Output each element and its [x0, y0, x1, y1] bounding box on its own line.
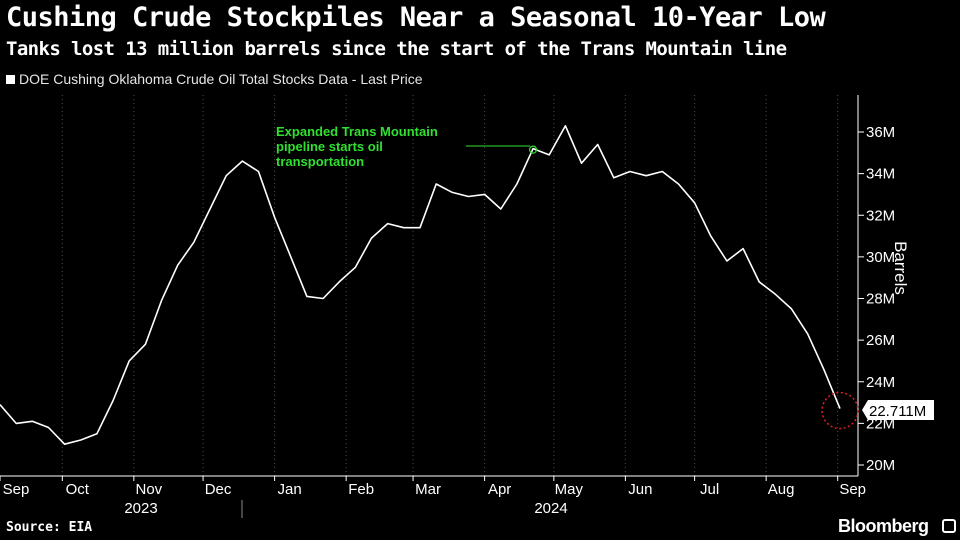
legend-swatch [6, 75, 15, 84]
source-note: Source: EIA [6, 520, 93, 535]
x-tick-label: Sep [839, 481, 866, 498]
x-tick-label: May [555, 481, 584, 498]
last-value-label: 22.711M [862, 400, 934, 420]
legend: DOE Cushing Oklahoma Crude Oil Total Sto… [6, 71, 423, 87]
y-tick-label: 30M [866, 249, 895, 266]
legend-label: DOE Cushing Oklahoma Crude Oil Total Sto… [19, 71, 423, 87]
x-tick-label: Dec [205, 481, 232, 498]
y-tick-label: 32M [866, 207, 895, 224]
y-tick-label: 36M [866, 124, 895, 141]
y-tick-label: 20M [866, 457, 895, 474]
x-tick-label: Jan [278, 481, 302, 498]
bloomberg-logo: Bloomberg [838, 516, 929, 536]
x-tick-label: Nov [136, 481, 163, 498]
annotation-text-line: Expanded Trans Mountain [276, 124, 438, 139]
annotation-text-line: pipeline starts oil [276, 139, 383, 154]
gridlines [61, 95, 839, 476]
bloomberg-logo-icon [942, 519, 956, 533]
x-tick-label: Oct [66, 481, 90, 498]
x-tick-label: Jul [700, 481, 719, 498]
last-value-highlight-circle [821, 391, 859, 430]
x-tick-label: Sep [3, 481, 30, 498]
annotation-point-marker [528, 145, 538, 154]
x-tick-label: Mar [415, 481, 441, 498]
year-label: 2023 [124, 500, 157, 517]
year-label: 2024 [534, 500, 567, 517]
y-tick-label: 28M [866, 291, 895, 308]
series-line [0, 125, 841, 445]
y-tick-label: 34M [866, 166, 895, 183]
x-tick-label: Feb [348, 481, 374, 498]
y-tick-label: 26M [866, 332, 895, 349]
chart-subtitle: Tanks lost 13 million barrels since the … [6, 38, 787, 60]
last-value-text: 22.711M [869, 403, 926, 420]
x-tick-label: Aug [768, 481, 795, 498]
y-axis-label: Barrels [891, 241, 910, 295]
chart-title: Cushing Crude Stockpiles Near a Seasonal… [6, 2, 826, 33]
x-tick-label: Jun [628, 481, 652, 498]
series-layer: 22.711M [0, 125, 934, 445]
x-tick-label: Apr [488, 481, 511, 498]
y-tick-label: 24M [866, 374, 895, 391]
last-value-box [862, 400, 934, 420]
annotation-text-line: transportation [276, 154, 364, 169]
